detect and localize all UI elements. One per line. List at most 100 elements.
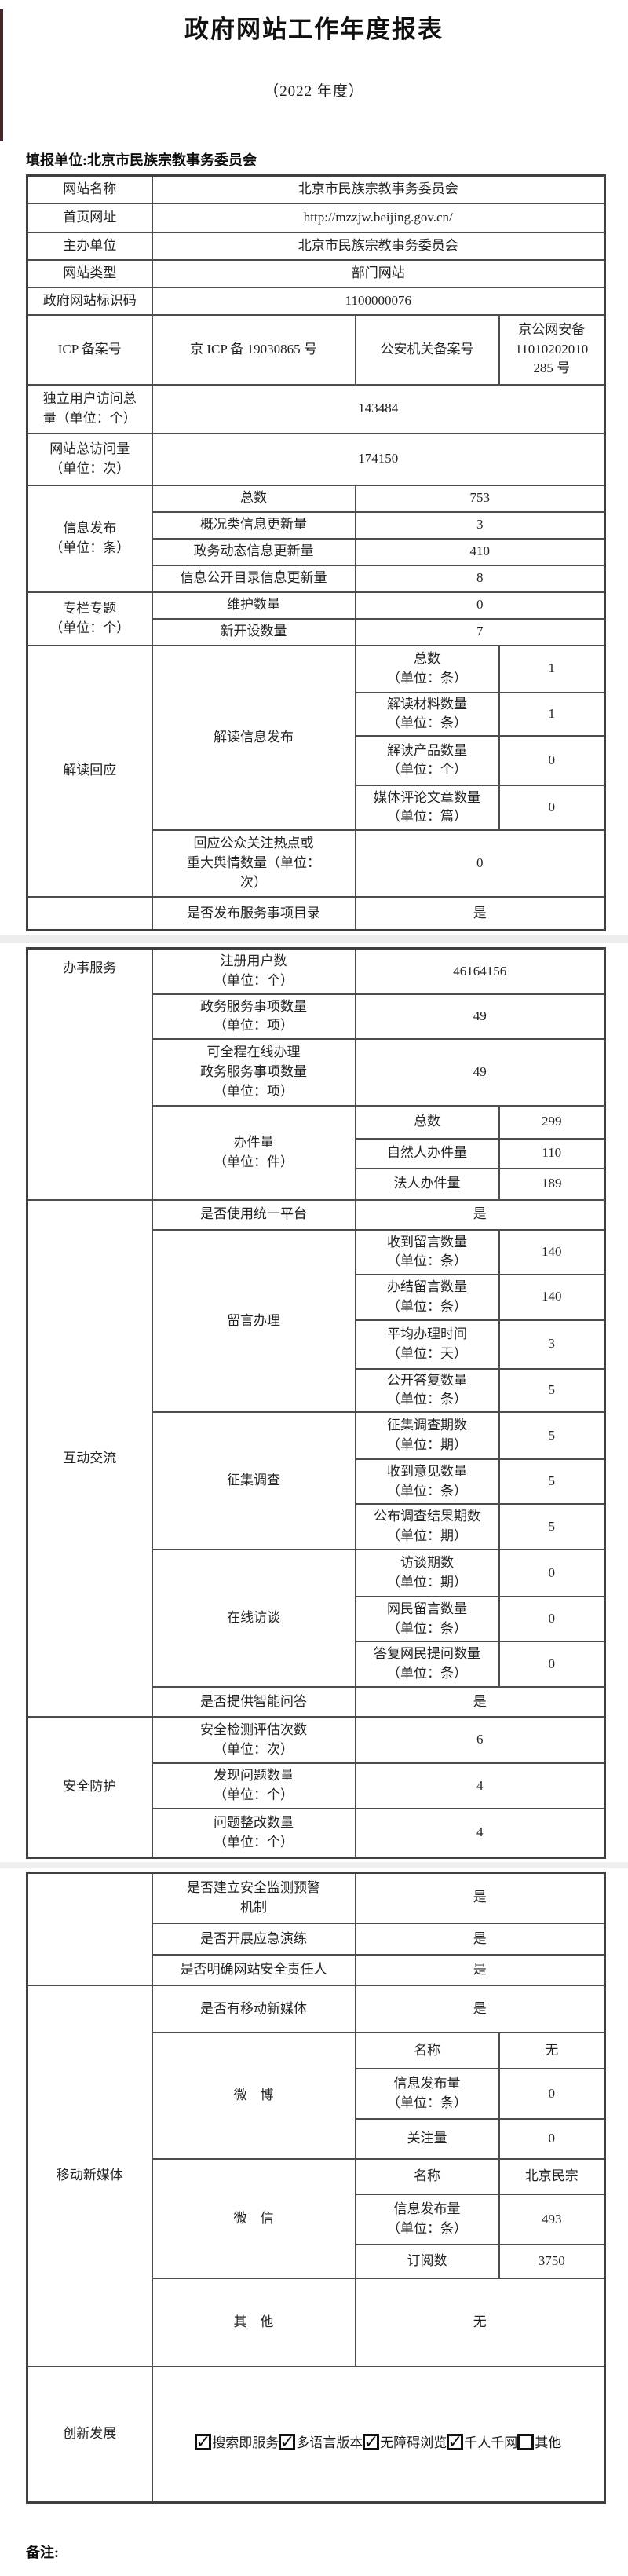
weibo-section-label: 微 博	[151, 2032, 356, 2161]
security-row-label: 安全检测评估次数 （单位：次）	[151, 1716, 356, 1765]
remarks-label: 备注:	[26, 2544, 59, 2560]
messages-row-value: 5	[498, 1367, 606, 1414]
total-visits-value: 174150	[151, 432, 606, 486]
table-row: 政务服务事项数量 （单位：项） 49	[27, 993, 606, 1040]
messages-row-value: 3	[498, 1319, 606, 1370]
table-row: 是否明确网站安全责任人 是	[27, 1954, 606, 1987]
smart-qa-value: 是	[354, 1686, 606, 1718]
wechat-row-label: 名称	[354, 2158, 500, 2196]
info-release-row-label: 概况类信息更新量	[151, 510, 356, 540]
site-name-label: 网站名称	[26, 174, 153, 204]
info-release-row-label: 政务动态信息更新量	[151, 537, 356, 566]
table-row: 可全程在线办理 政务服务事项数量 （单位：项） 49	[27, 1037, 606, 1107]
security-extra-value: 是	[354, 1923, 606, 1956]
wechat-section-label: 微 信	[151, 2158, 356, 2280]
table-row: 法人办件量 189	[27, 1167, 606, 1201]
checkbox-label: 其他	[535, 2435, 562, 2451]
icp-label: ICP 备案号	[26, 313, 153, 386]
checkbox-item-personalization: 千人千网	[447, 2430, 518, 2457]
security-row-label: 问题整改数量 （单位：个）	[151, 1808, 356, 1859]
wechat-row-value: 3750	[498, 2244, 606, 2280]
online-items-value: 49	[354, 1037, 606, 1107]
table-row: 信息公开目录信息更新量 8	[27, 564, 606, 593]
icp-value: 京 ICP 备 19030865 号	[151, 313, 356, 386]
table-row: 问题整改数量 （单位：个） 4	[27, 1808, 606, 1859]
table-row: 公布调查结果期数 （单位：期） 5	[27, 1503, 606, 1551]
checkbox-icon	[363, 2430, 380, 2457]
security-extra-label: 是否建立安全监测预警 机制	[151, 1872, 356, 1925]
table-row: 收到意见数量 （单位：条） 5	[27, 1458, 606, 1506]
cases-row-label: 自然人办件量	[354, 1137, 500, 1169]
interview-row-value: 0	[498, 1596, 606, 1643]
empty-cell	[26, 895, 153, 931]
service-catalog-value: 是	[354, 895, 606, 931]
info-release-row-value: 753	[354, 484, 606, 513]
table-row: 解读材料数量 （单位：条） 1	[27, 691, 606, 737]
cases-row-label: 总数	[354, 1104, 500, 1140]
cases-row-value: 189	[498, 1167, 606, 1201]
total-visits-label: 网站总访问量 （单位：次）	[26, 432, 153, 486]
table-row: 首页网址 http://mzzjw.beijing.gov.cn/	[26, 202, 606, 233]
police-filing-value: 京公网安备 11010202010 285 号	[498, 313, 606, 386]
unique-visitors-label: 独立用户访问总 量（单位：个）	[26, 383, 153, 434]
home-url-label: 首页网址	[26, 202, 153, 233]
survey-row-label: 征集调查期数 （单位：期）	[354, 1411, 500, 1461]
security-row-value: 6	[354, 1716, 606, 1765]
filing-unit: 填报单位:北京市民族宗教事务委员会	[26, 152, 257, 168]
table-row: 公开答复数量 （单位：条） 5	[27, 1367, 606, 1414]
site-code-value: 1100000076	[151, 286, 606, 316]
scan-band	[0, 1861, 628, 1868]
site-type-label: 网站类型	[26, 258, 153, 288]
table-row: 信息发布量 （单位：条） 0	[27, 2068, 606, 2120]
security-extra-value: 是	[354, 1872, 606, 1925]
checkbox-label: 千人千网	[464, 2435, 518, 2451]
table-row: 办结留言数量 （单位：条） 140	[27, 1273, 606, 1321]
wechat-row-label: 信息发布量 （单位：条）	[354, 2194, 500, 2246]
table-row: 是否建立安全监测预警 机制 是	[26, 1872, 606, 1987]
table-row: 答复网民提问数量 （单位：条） 0	[27, 1641, 606, 1689]
weibo-row-label: 关注量	[354, 2118, 500, 2161]
has-media-value: 是	[354, 1985, 606, 2034]
special-columns-row-label: 新开设数量	[151, 617, 356, 646]
interpretation-row-label: 解读产品数量 （单位：个）	[354, 734, 500, 786]
table-row: 互动交流 是否使用统一平台 是	[26, 1198, 606, 1718]
security-extra-label: 是否开展应急演练	[151, 1923, 356, 1956]
other-media-value: 无	[354, 2278, 606, 2368]
interpretation-row-label: 总数 （单位：条）	[354, 644, 500, 693]
interview-row-label: 访谈期数 （单位：期）	[354, 1549, 500, 1598]
weibo-row-label: 名称	[354, 2032, 500, 2070]
table-row: 留言办理 收到留言数量 （单位：条） 140	[27, 1228, 606, 1414]
hot-response-value: 0	[354, 829, 606, 898]
info-release-row-label: 信息公开目录信息更新量	[151, 564, 356, 593]
messages-row-value: 140	[498, 1273, 606, 1321]
interaction-section-label: 互动交流	[26, 1198, 153, 1718]
checkbox-label: 搜索即服务	[212, 2435, 279, 2451]
messages-row-value: 140	[498, 1228, 606, 1275]
weibo-row-value: 无	[498, 2032, 606, 2070]
table-row: 媒体评论文章数量 （单位：篇） 0	[27, 784, 606, 831]
wechat-row-value: 493	[498, 2194, 606, 2246]
scan-edge-artifact	[0, 9, 3, 141]
police-filing-label: 公安机关备案号	[354, 313, 500, 386]
table-row: 政务动态信息更新量 410	[27, 537, 606, 566]
messages-row-label: 收到留言数量 （单位：条）	[354, 1228, 500, 1275]
interpretation-section-label: 解读回应	[26, 644, 153, 898]
checkbox-icon	[447, 2430, 464, 2457]
page-break-gap	[0, 931, 628, 947]
table-row: 网站总访问量 （单位：次） 174150	[26, 432, 606, 486]
weibo-row-value: 0	[498, 2118, 606, 2161]
table-row: 关注量 0	[27, 2118, 606, 2161]
table-row: 发现问题数量 （单位：个） 4	[27, 1762, 606, 1810]
registered-users-value: 46164156	[354, 947, 606, 995]
checkbox-label: 无障碍浏览	[380, 2435, 447, 2451]
service-items-label: 政务服务事项数量 （单位：项）	[151, 993, 356, 1040]
security-media-table: 是否建立安全监测预警 机制 是 是否开展应急演练 是 是否明确网站安全责任人 是…	[26, 1871, 606, 2504]
table-row: 解读产品数量 （单位：个） 0	[27, 734, 606, 786]
interpretation-row-value: 0	[498, 734, 606, 786]
checkbox-item-other: 其他	[517, 2434, 562, 2451]
table-row: 回应公众关注热点或 重大舆情数量（单位： 次） 0	[27, 829, 606, 898]
table-row: 是否发布服务事项目录 是	[26, 895, 606, 931]
checkbox-item-search-as-service: 搜索即服务	[195, 2430, 279, 2457]
cases-row-label: 法人办件量	[354, 1167, 500, 1201]
interpretation-release-label: 解读信息发布	[151, 644, 356, 831]
